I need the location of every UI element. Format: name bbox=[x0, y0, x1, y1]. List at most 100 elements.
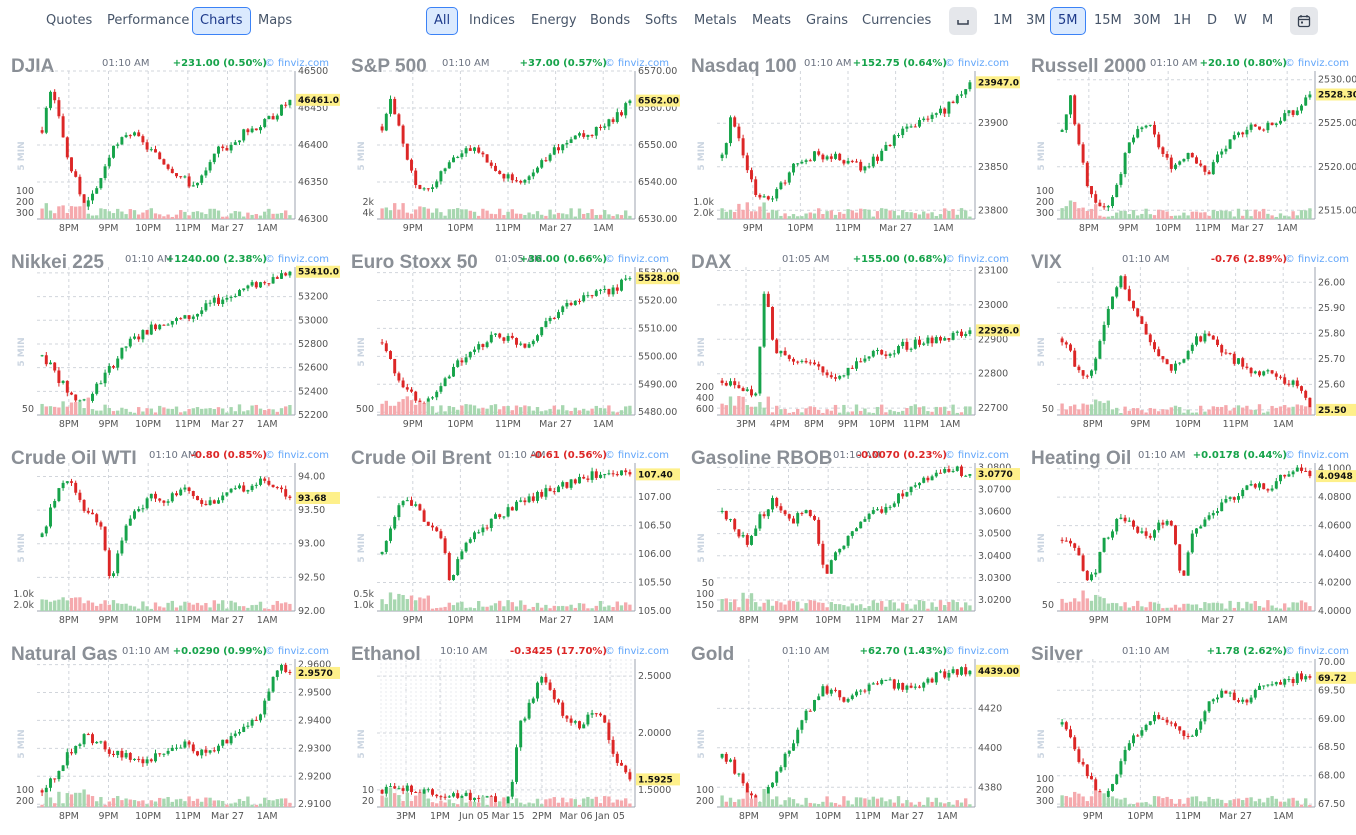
category-filter-energy[interactable]: Energy bbox=[531, 13, 577, 28]
source-link[interactable]: © finviz.com bbox=[944, 646, 1009, 657]
chart-card-nikkei-225[interactable]: Nikkei 225 01:10 AM +1240.00 (2.38%) © finv… bbox=[0, 240, 340, 436]
candle-body bbox=[502, 337, 506, 341]
source-link[interactable]: © finviz.com bbox=[1284, 646, 1349, 657]
category-filter-bonds[interactable]: Bonds bbox=[590, 13, 631, 28]
x-tick-label: Mar 27 bbox=[891, 615, 924, 626]
nav-tab-maps[interactable]: Maps bbox=[258, 13, 293, 28]
timeframe-15m[interactable]: 15M bbox=[1094, 13, 1122, 28]
source-link[interactable]: © finviz.com bbox=[944, 58, 1009, 69]
chart-card-nasdaq-100[interactable]: Nasdaq 100 01:10 AM +152.75 (0.64%) © finvi… bbox=[680, 44, 1020, 240]
chart-title[interactable]: Ethanol bbox=[351, 644, 421, 665]
nav-tab-performance[interactable]: Performance bbox=[107, 13, 190, 28]
chart-title[interactable]: Euro Stoxx 50 bbox=[351, 252, 478, 273]
chart-title[interactable]: Heating Oil bbox=[1031, 448, 1132, 469]
timeframe-m[interactable]: M bbox=[1262, 13, 1274, 28]
nav-tab-quotes[interactable]: Quotes bbox=[46, 13, 93, 28]
candle-body bbox=[1232, 135, 1236, 140]
chart-title[interactable]: Gold bbox=[691, 644, 735, 665]
candle-body bbox=[422, 789, 426, 795]
chart-title[interactable]: Gasoline RBOB bbox=[691, 448, 833, 469]
timeframe-1h[interactable]: 1H bbox=[1173, 13, 1192, 28]
chart-card-vix[interactable]: VIX 01:10 AM -0.76 (2.89%) © finviz.com 26.0… bbox=[1020, 240, 1356, 436]
chart-card-gasoline-rbob[interactable]: Gasoline RBOB 01:10 AM -0.0070 (0.23%) © fi… bbox=[680, 436, 1020, 632]
category-filter-meats[interactable]: Meats bbox=[752, 13, 792, 28]
chart-title[interactable]: Silver bbox=[1031, 644, 1083, 665]
price-chart[interactable]: 26.0025.9025.8025.7025.6025.508PM9PM10PM… bbox=[1020, 240, 1356, 436]
source-link[interactable]: © finviz.com bbox=[604, 450, 669, 461]
candle-body bbox=[615, 287, 619, 291]
chart-title[interactable]: S&P 500 bbox=[351, 56, 427, 77]
timeframe-3m[interactable]: 3M bbox=[1026, 13, 1046, 28]
source-link[interactable]: © finviz.com bbox=[944, 450, 1009, 461]
candle-toggle-button[interactable] bbox=[949, 7, 977, 35]
chart-title[interactable]: Nikkei 225 bbox=[11, 252, 104, 273]
chart-card-gold[interactable]: Gold 01:10 AM +62.70 (1.43%) © finviz.com 44… bbox=[680, 632, 1020, 828]
timeframe-1m[interactable]: 1M bbox=[993, 13, 1013, 28]
source-link[interactable]: © finviz.com bbox=[1284, 58, 1349, 69]
volume-bar bbox=[947, 210, 951, 219]
volume-bar bbox=[414, 209, 418, 219]
chart-title[interactable]: DJIA bbox=[11, 56, 55, 77]
price-chart[interactable]: 5530.005520.005510.005500.005490.005480.… bbox=[340, 240, 680, 436]
candle-body bbox=[1174, 164, 1177, 169]
source-link[interactable]: © finviz.com bbox=[264, 450, 329, 461]
source-link[interactable]: © finviz.com bbox=[1284, 450, 1349, 461]
source-link[interactable]: © finviz.com bbox=[264, 58, 329, 69]
category-filter-indices[interactable]: Indices bbox=[469, 13, 515, 28]
chart-title[interactable]: Russell 2000 bbox=[1031, 56, 1147, 77]
calendar-button[interactable] bbox=[1290, 7, 1318, 35]
source-link[interactable]: © finviz.com bbox=[604, 58, 669, 69]
chart-title[interactable]: Crude Oil Brent bbox=[351, 448, 492, 469]
chart-card-djia[interactable]: DJIA 01:10 AM +231.00 (0.50%) © finviz.com 4… bbox=[0, 44, 340, 240]
nav-tab-charts[interactable]: Charts bbox=[192, 7, 251, 35]
chart-title[interactable]: Crude Oil WTI bbox=[11, 448, 137, 469]
chart-title[interactable]: Nasdaq 100 bbox=[691, 56, 797, 77]
chart-card-heating-oil[interactable]: Heating Oil 01:10 AM +0.0178 (0.44%) © finv… bbox=[1020, 436, 1356, 632]
category-filter-softs[interactable]: Softs bbox=[645, 13, 678, 28]
category-filter-all[interactable]: All bbox=[426, 7, 459, 35]
source-link[interactable]: © finviz.com bbox=[604, 254, 669, 265]
chart-card-crude-oil-brent[interactable]: Crude Oil Brent 01:10 AM -0.61 (0.56%) © fi… bbox=[340, 436, 680, 632]
source-link[interactable]: © finviz.com bbox=[1284, 254, 1349, 265]
source-link[interactable]: © finviz.com bbox=[944, 254, 1009, 265]
source-link[interactable]: © finviz.com bbox=[264, 646, 329, 657]
chart-card-ethanol[interactable]: Ethanol 10:10 AM -0.3425 (17.70%) © finviz.… bbox=[340, 632, 680, 828]
chart-card-s-p-500[interactable]: S&P 500 01:10 AM +37.00 (0.57%) © finviz.co… bbox=[340, 44, 680, 240]
chart-card-silver[interactable]: Silver 01:10 AM +1.78 (2.62%) © finviz.com 7… bbox=[1020, 632, 1356, 828]
category-filter-currencies[interactable]: Currencies bbox=[862, 13, 932, 28]
price-chart[interactable]: 534005320053000528005260052400522008PM9P… bbox=[0, 240, 340, 436]
chart-title[interactable]: DAX bbox=[691, 252, 732, 273]
candle-body bbox=[930, 476, 934, 481]
timeframe-30m[interactable]: 30M bbox=[1133, 13, 1161, 28]
source-link[interactable]: © finviz.com bbox=[264, 254, 329, 265]
candle-body bbox=[1220, 151, 1224, 155]
chart-title[interactable]: VIX bbox=[1031, 252, 1062, 273]
chart-card-natural-gas[interactable]: Natural Gas 01:10 AM +0.0290 (0.99%) © finv… bbox=[0, 632, 340, 828]
chart-card-dax[interactable]: DAX 01:05 AM +155.00 (0.68%) © finviz.com 23… bbox=[680, 240, 1020, 436]
candle-body bbox=[1106, 206, 1110, 208]
price-chart[interactable]: 3.08003.07003.06003.05003.04003.03003.02… bbox=[680, 436, 1020, 632]
chart-card-euro-stoxx-50[interactable]: Euro Stoxx 50 01:05 AM +36.00 (0.66%) © fin… bbox=[340, 240, 680, 436]
chart-title[interactable]: Natural Gas bbox=[11, 644, 118, 665]
category-filter-grains[interactable]: Grains bbox=[806, 13, 849, 28]
timeframe-d[interactable]: D bbox=[1207, 13, 1218, 28]
timeframe-w[interactable]: W bbox=[1234, 13, 1247, 28]
volume-bar bbox=[1295, 602, 1299, 611]
category-filter-metals[interactable]: Metals bbox=[694, 13, 737, 28]
chart-card-russell-2000[interactable]: Russell 2000 01:10 AM +20.10 (0.80%) © finv… bbox=[1020, 44, 1356, 240]
source-link[interactable]: © finviz.com bbox=[604, 646, 669, 657]
chart-card-crude-oil-wti[interactable]: Crude Oil WTI 01:10 AM -0.80 (0.85%) © finv… bbox=[0, 436, 340, 632]
timeframe-5m[interactable]: 5M bbox=[1050, 7, 1086, 35]
